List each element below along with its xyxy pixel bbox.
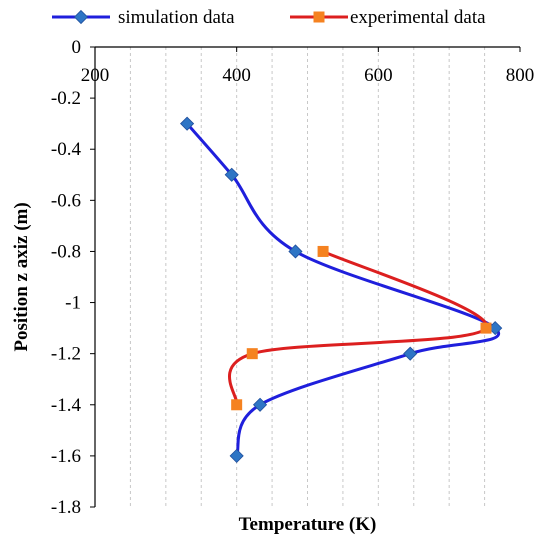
axes [94,46,520,507]
legend-marker-square [313,11,325,23]
y-tick-label: -1.4 [51,395,82,416]
simulation-data-point [288,244,303,259]
legend-label-simulation: simulation data [118,7,235,28]
legend-label-experimental: experimental data [350,7,486,28]
series-line-experimental [228,250,488,406]
tick-marks [90,46,521,508]
y-tick-label: -1.8 [51,497,81,518]
y-tick-label: -0.6 [51,190,81,211]
x-tick-label: 800 [506,65,535,86]
experimental-data-point [480,322,492,334]
y-tick-label: 0 [72,37,82,58]
x-tick-label: 200 [81,65,110,86]
tick-labels: 200 400 600 800 0 -0.2 -0.4 -0.6 -0.8 -1 -1.2 -1.4 -… [51,37,534,518]
experimental-data-point [317,245,329,257]
y-tick-label: -1 [65,293,81,314]
simulation-data-point [229,448,244,463]
legend: simulation data experimental data [52,7,486,28]
simulation-data-point [180,116,195,131]
y-tick-label: -1.2 [51,344,81,365]
x-tick-label: 600 [364,65,393,86]
simulation-data-point [403,346,418,361]
simulation-data-point [252,397,268,412]
x-tick-label: 400 [222,65,251,86]
y-tick-label: -0.8 [51,241,81,262]
simulation-data-point [224,167,239,182]
y-tick-label: -1.6 [51,446,81,467]
legend-marker-diamond [73,9,89,25]
experimental-data-point [246,348,258,360]
y-axis-title: Position z axiz (m) [11,202,32,351]
y-tick-label: -0.4 [51,139,82,160]
experimental-data-point [231,399,243,411]
series-markers [180,116,503,463]
y-tick-label: -0.2 [51,88,81,109]
x-axis-title: Temperature (K) [239,514,377,535]
grid-lines [129,47,486,507]
